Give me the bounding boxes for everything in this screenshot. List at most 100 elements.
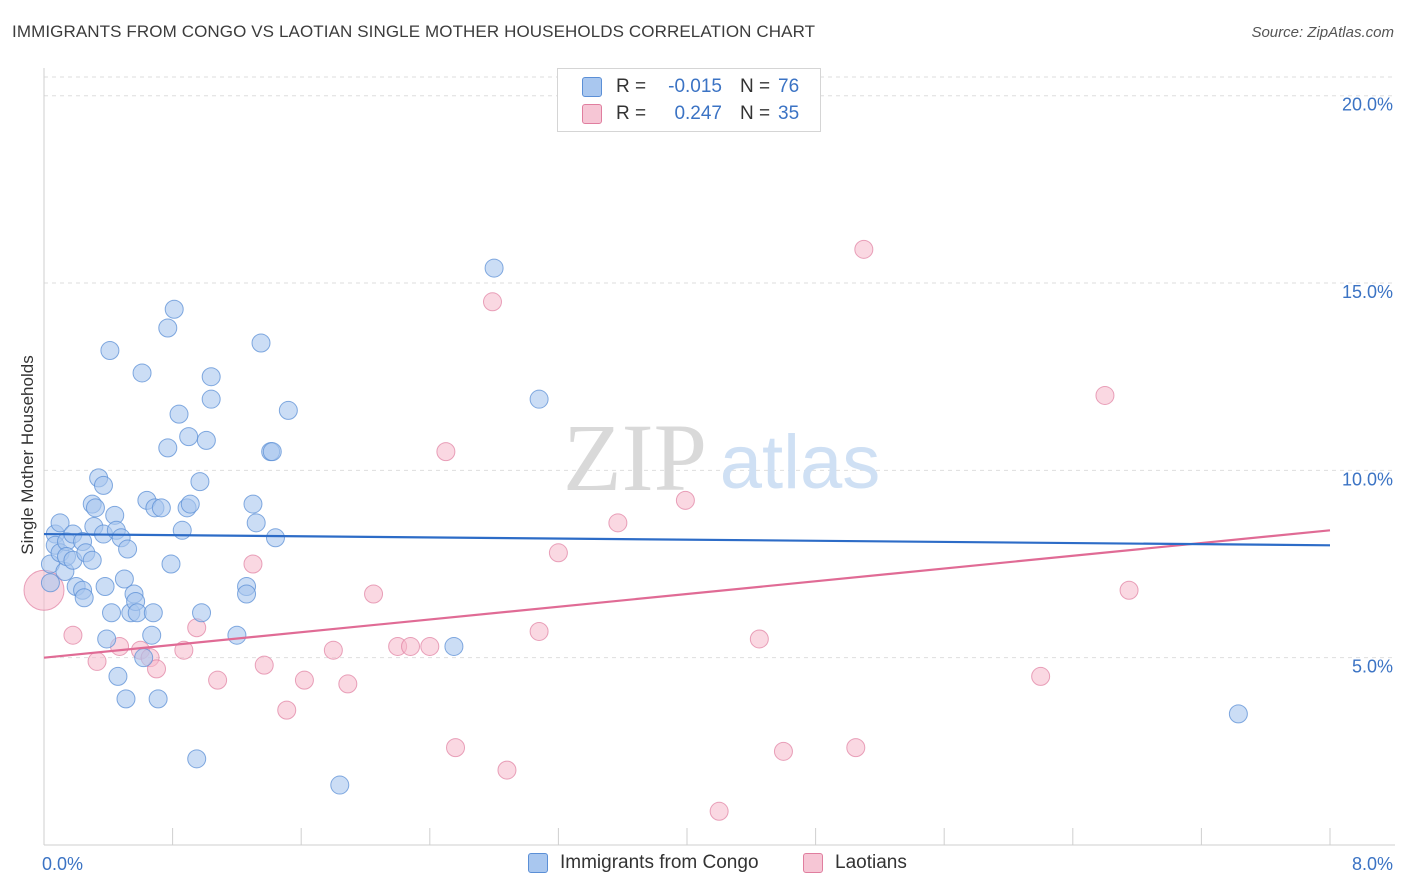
congo-point xyxy=(116,689,136,709)
series-legend-laotians: Laotians xyxy=(803,852,907,874)
laotian-point xyxy=(608,513,628,533)
congo-point xyxy=(444,636,464,656)
laotian-point xyxy=(87,651,107,671)
tick-labels: 5.0% 10.0% 15.0% 20.0% 0.0% 8.0% xyxy=(42,95,1393,874)
congo-point xyxy=(484,258,504,278)
laotian-point xyxy=(846,738,866,758)
watermark-atlas: atlas xyxy=(720,420,881,505)
congo-point xyxy=(227,625,247,645)
laotian-point xyxy=(1119,580,1139,600)
legend-row-congo: R = -0.015 N = 76 xyxy=(582,74,799,100)
congo-trend-line xyxy=(43,532,1331,547)
laotian-point xyxy=(243,554,263,574)
chart-source: Source: ZipAtlas.com xyxy=(1251,24,1394,41)
series-legend: Immigrants from Congo Laotians xyxy=(0,852,1406,878)
congo-point xyxy=(201,367,221,387)
congo-point xyxy=(265,528,285,548)
congo-point xyxy=(74,588,94,608)
laotian-point xyxy=(749,629,769,649)
series-legend-congo: Immigrants from Congo xyxy=(528,852,759,874)
x-tick-label: 0.0% xyxy=(42,854,83,874)
laotian-point xyxy=(529,621,549,641)
congo-point xyxy=(190,472,210,492)
laotian-point xyxy=(773,741,793,761)
congo-point xyxy=(114,569,134,589)
congo-point xyxy=(151,498,171,518)
congo-point xyxy=(237,584,257,604)
congo-point xyxy=(164,299,184,319)
laotian-point xyxy=(294,670,314,690)
laotian-point xyxy=(548,543,568,563)
congo-point xyxy=(85,498,105,518)
congo-point xyxy=(196,430,216,450)
congo-point xyxy=(158,318,178,338)
laotian-point xyxy=(254,655,274,675)
y-tick-label: 20.0% xyxy=(1342,95,1393,115)
congo-point xyxy=(102,603,122,623)
laotian-point xyxy=(854,239,874,259)
legend-n-label: N = xyxy=(740,76,771,97)
laotian-point xyxy=(436,442,456,462)
series-label-congo: Immigrants from Congo xyxy=(560,852,759,873)
legend-n-value: 76 xyxy=(778,76,800,97)
laotian-point xyxy=(174,640,194,660)
congo-point xyxy=(278,400,298,420)
congo-point xyxy=(100,340,120,360)
correlation-legend: R = -0.015 N = 76 R = 0.247 N = 35 xyxy=(557,68,821,132)
y-tick-label: 5.0% xyxy=(1352,657,1393,677)
congo-point xyxy=(262,442,282,462)
congo-point xyxy=(179,427,199,447)
watermark: ZIP atlas xyxy=(563,404,880,511)
laotian-point xyxy=(709,801,729,821)
chart-title: IMMIGRANTS FROM CONGO VS LAOTIAN SINGLE … xyxy=(12,22,816,41)
trend-lines xyxy=(43,529,1331,659)
congo-point xyxy=(118,539,138,559)
congo-point xyxy=(134,648,154,668)
congo-point xyxy=(192,603,212,623)
legend-swatch-congo xyxy=(582,77,602,97)
series-swatch-congo xyxy=(528,853,548,873)
congo-point xyxy=(161,554,181,574)
legend-n-label: N = xyxy=(740,103,771,124)
congo-point xyxy=(82,550,102,570)
y-tick-label: 15.0% xyxy=(1342,282,1393,302)
congo-point xyxy=(127,603,147,623)
congo-point xyxy=(143,603,163,623)
legend-row-laotian: R = 0.247 N = 35 xyxy=(582,101,799,127)
congo-point xyxy=(108,666,128,686)
laotian-point xyxy=(208,670,228,690)
legend-r-value: 0.247 xyxy=(674,103,722,124)
laotian-point xyxy=(364,584,384,604)
congo-point xyxy=(95,577,115,597)
congo-point xyxy=(180,494,200,514)
laotian-point xyxy=(338,674,358,694)
congo-point xyxy=(243,494,263,514)
y-tick-label: 10.0% xyxy=(1342,469,1393,489)
congo-point xyxy=(187,749,207,769)
laotian-point xyxy=(420,636,440,656)
laotian-point xyxy=(401,636,421,656)
laotian-point xyxy=(482,292,502,312)
congo-point xyxy=(148,689,168,709)
laotian-point xyxy=(675,490,695,510)
laotian-trend-line xyxy=(43,529,1331,659)
legend-n-value: 35 xyxy=(778,103,800,124)
congo-point xyxy=(246,513,266,533)
congo-points xyxy=(40,258,1248,795)
laotian-point xyxy=(323,640,343,660)
congo-point xyxy=(169,404,189,424)
laotian-point xyxy=(497,760,517,780)
series-swatch-laotians xyxy=(803,853,823,873)
laotian-point xyxy=(1031,666,1051,686)
legend-swatch-laotian xyxy=(582,104,602,124)
legend-r-label: R = xyxy=(616,76,647,97)
laotian-point xyxy=(63,625,83,645)
legend-r-value: -0.015 xyxy=(668,76,722,97)
laotian-point xyxy=(147,659,167,679)
laotian-point xyxy=(277,700,297,720)
congo-point xyxy=(93,475,113,495)
congo-point xyxy=(172,520,192,540)
congo-point xyxy=(50,513,70,533)
congo-point xyxy=(529,389,549,409)
